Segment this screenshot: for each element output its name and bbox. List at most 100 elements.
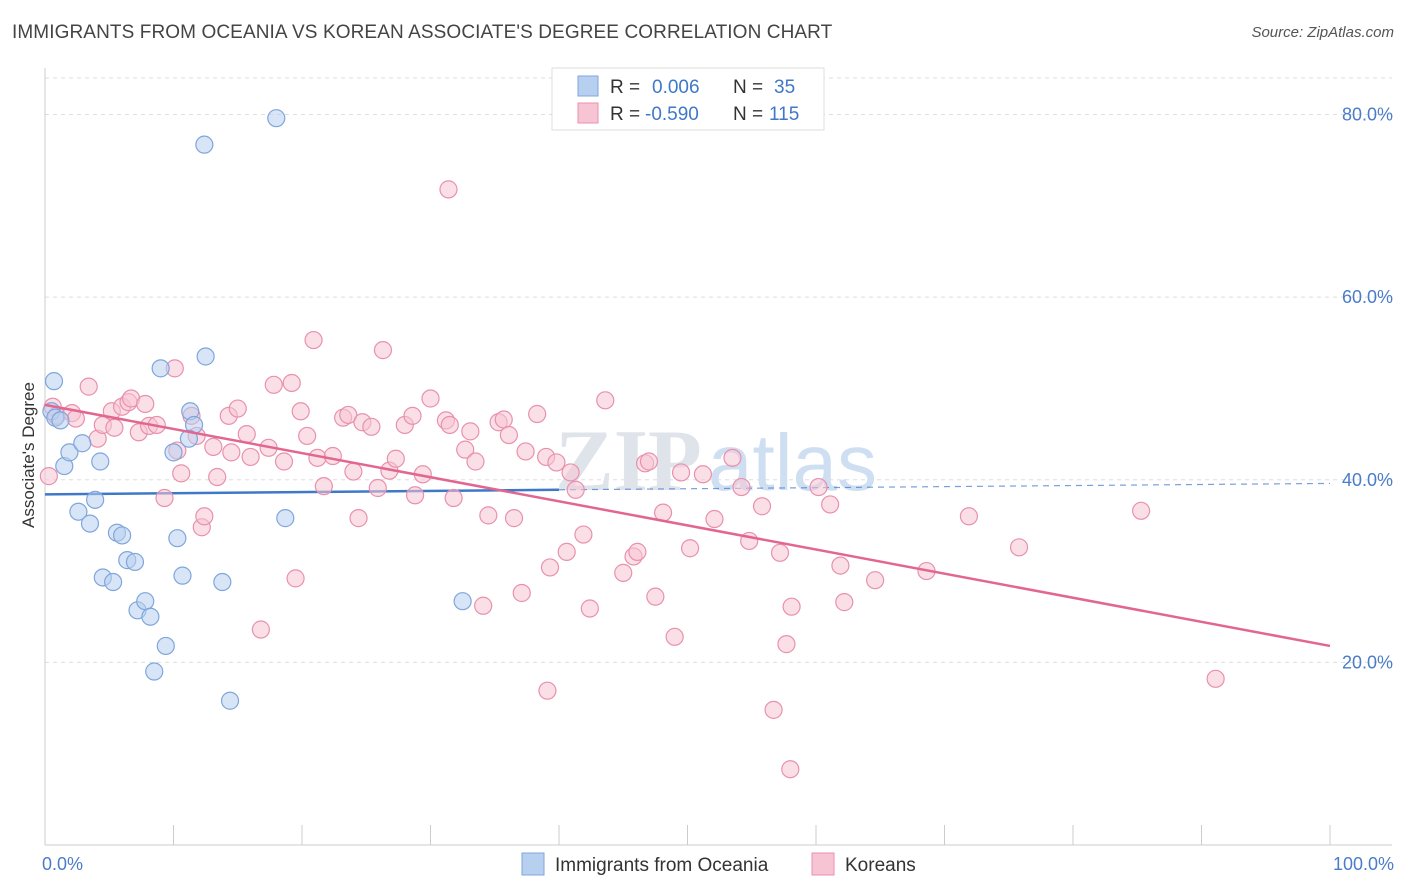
point-koreans <box>528 404 547 424</box>
point-koreans <box>557 542 576 561</box>
point-koreans <box>494 410 513 429</box>
point-koreans <box>764 700 783 719</box>
source-label: Source: ZipAtlas.com <box>1251 24 1394 41</box>
point-immigrants-from-oceania <box>73 434 92 453</box>
points-koreans <box>39 180 1225 779</box>
point-koreans <box>264 375 283 394</box>
point-koreans <box>959 507 979 526</box>
point-immigrants-from-oceania <box>267 109 286 128</box>
point-koreans <box>136 394 155 414</box>
point-immigrants-from-oceania <box>69 502 88 521</box>
point-koreans <box>349 509 368 528</box>
point-immigrants-from-oceania <box>151 359 170 378</box>
y-tick-label: 40.0% <box>1342 470 1393 490</box>
legend-n-value-pink: 115 <box>769 104 799 125</box>
point-immigrants-from-oceania <box>125 552 145 572</box>
legend-r-value-pink: -0.590 <box>645 104 699 125</box>
point-koreans <box>298 426 317 446</box>
point-koreans <box>831 556 850 575</box>
point-immigrants-from-oceania <box>104 572 123 592</box>
point-koreans <box>866 571 885 590</box>
point-koreans <box>479 506 498 525</box>
point-koreans <box>228 399 247 418</box>
trendline-blue-dashed <box>558 482 1331 491</box>
point-koreans <box>405 486 425 505</box>
point-koreans <box>304 330 323 350</box>
x-tick-label-max: 100.0% <box>1333 854 1394 874</box>
point-koreans <box>444 488 463 508</box>
point-koreans <box>732 477 751 497</box>
axes <box>44 68 1392 846</box>
point-koreans <box>456 440 475 459</box>
point-koreans <box>403 406 422 425</box>
point-koreans <box>628 542 647 561</box>
point-koreans <box>512 583 531 603</box>
point-koreans <box>440 415 459 435</box>
point-koreans <box>1132 501 1151 520</box>
point-koreans <box>373 341 393 360</box>
point-koreans <box>439 180 458 199</box>
legend-swatch-pink <box>577 102 599 124</box>
point-koreans <box>1009 538 1029 557</box>
point-koreans <box>781 760 800 779</box>
point-immigrants-from-oceania <box>220 691 240 710</box>
point-immigrants-from-oceania <box>136 592 155 611</box>
point-immigrants-from-oceania <box>141 607 160 626</box>
point-koreans <box>809 477 828 497</box>
point-immigrants-from-oceania <box>145 662 164 681</box>
point-koreans <box>566 480 585 499</box>
legend-n-value-blue: 35 <box>774 77 795 98</box>
y-tick-label: 20.0% <box>1342 652 1393 672</box>
y-tick-label: 80.0% <box>1342 105 1393 125</box>
point-immigrants-from-oceania <box>179 429 199 448</box>
point-immigrants-from-oceania <box>60 443 79 462</box>
point-koreans <box>835 593 854 612</box>
legend-bottom-swatch-pink <box>811 852 835 876</box>
point-koreans <box>580 599 599 618</box>
point-koreans <box>241 447 260 467</box>
stats-legend: R = 0.006 N = 35 R = -0.590 N = 115 <box>551 67 825 131</box>
point-koreans <box>339 405 358 425</box>
legend-bottom-label-koreans: Koreans <box>845 855 916 876</box>
point-immigrants-from-oceania <box>168 529 187 548</box>
point-koreans <box>155 488 174 508</box>
point-immigrants-from-oceania <box>213 572 232 592</box>
point-koreans <box>540 558 560 577</box>
point-koreans <box>547 453 566 472</box>
point-koreans <box>499 425 518 445</box>
trendline-koreans <box>44 403 1331 648</box>
legend-r-label-pink: R = <box>610 104 640 125</box>
point-koreans <box>344 462 363 481</box>
point-koreans <box>614 563 633 582</box>
point-koreans <box>222 443 241 462</box>
point-koreans <box>671 463 691 482</box>
point-koreans <box>680 539 700 558</box>
point-immigrants-from-oceania <box>44 372 64 391</box>
point-immigrants-from-oceania <box>156 636 175 656</box>
points-immigrants-from-oceania <box>42 109 472 710</box>
point-koreans <box>323 446 342 466</box>
point-immigrants-from-oceania <box>86 490 105 509</box>
point-koreans <box>516 442 535 461</box>
point-koreans <box>646 587 665 606</box>
point-koreans <box>386 449 405 468</box>
point-koreans <box>693 465 713 484</box>
point-immigrants-from-oceania <box>112 526 132 545</box>
point-koreans <box>282 373 301 393</box>
point-koreans <box>314 477 333 496</box>
x-tick-label-min: 0.0% <box>42 854 83 874</box>
y-tick-label: 60.0% <box>1342 287 1393 307</box>
trendline-immigrants-from-oceania <box>44 482 1331 496</box>
point-koreans <box>777 635 796 654</box>
point-koreans <box>561 463 580 482</box>
point-immigrants-from-oceania <box>91 452 110 471</box>
legend-r-value-blue: 0.006 <box>652 77 700 98</box>
point-koreans <box>1206 669 1225 688</box>
legend-bottom-swatch-blue <box>521 852 545 876</box>
point-koreans <box>665 627 684 646</box>
point-koreans <box>538 681 557 700</box>
point-immigrants-from-oceania <box>453 592 472 611</box>
point-koreans <box>251 620 270 639</box>
point-immigrants-from-oceania <box>195 135 214 154</box>
